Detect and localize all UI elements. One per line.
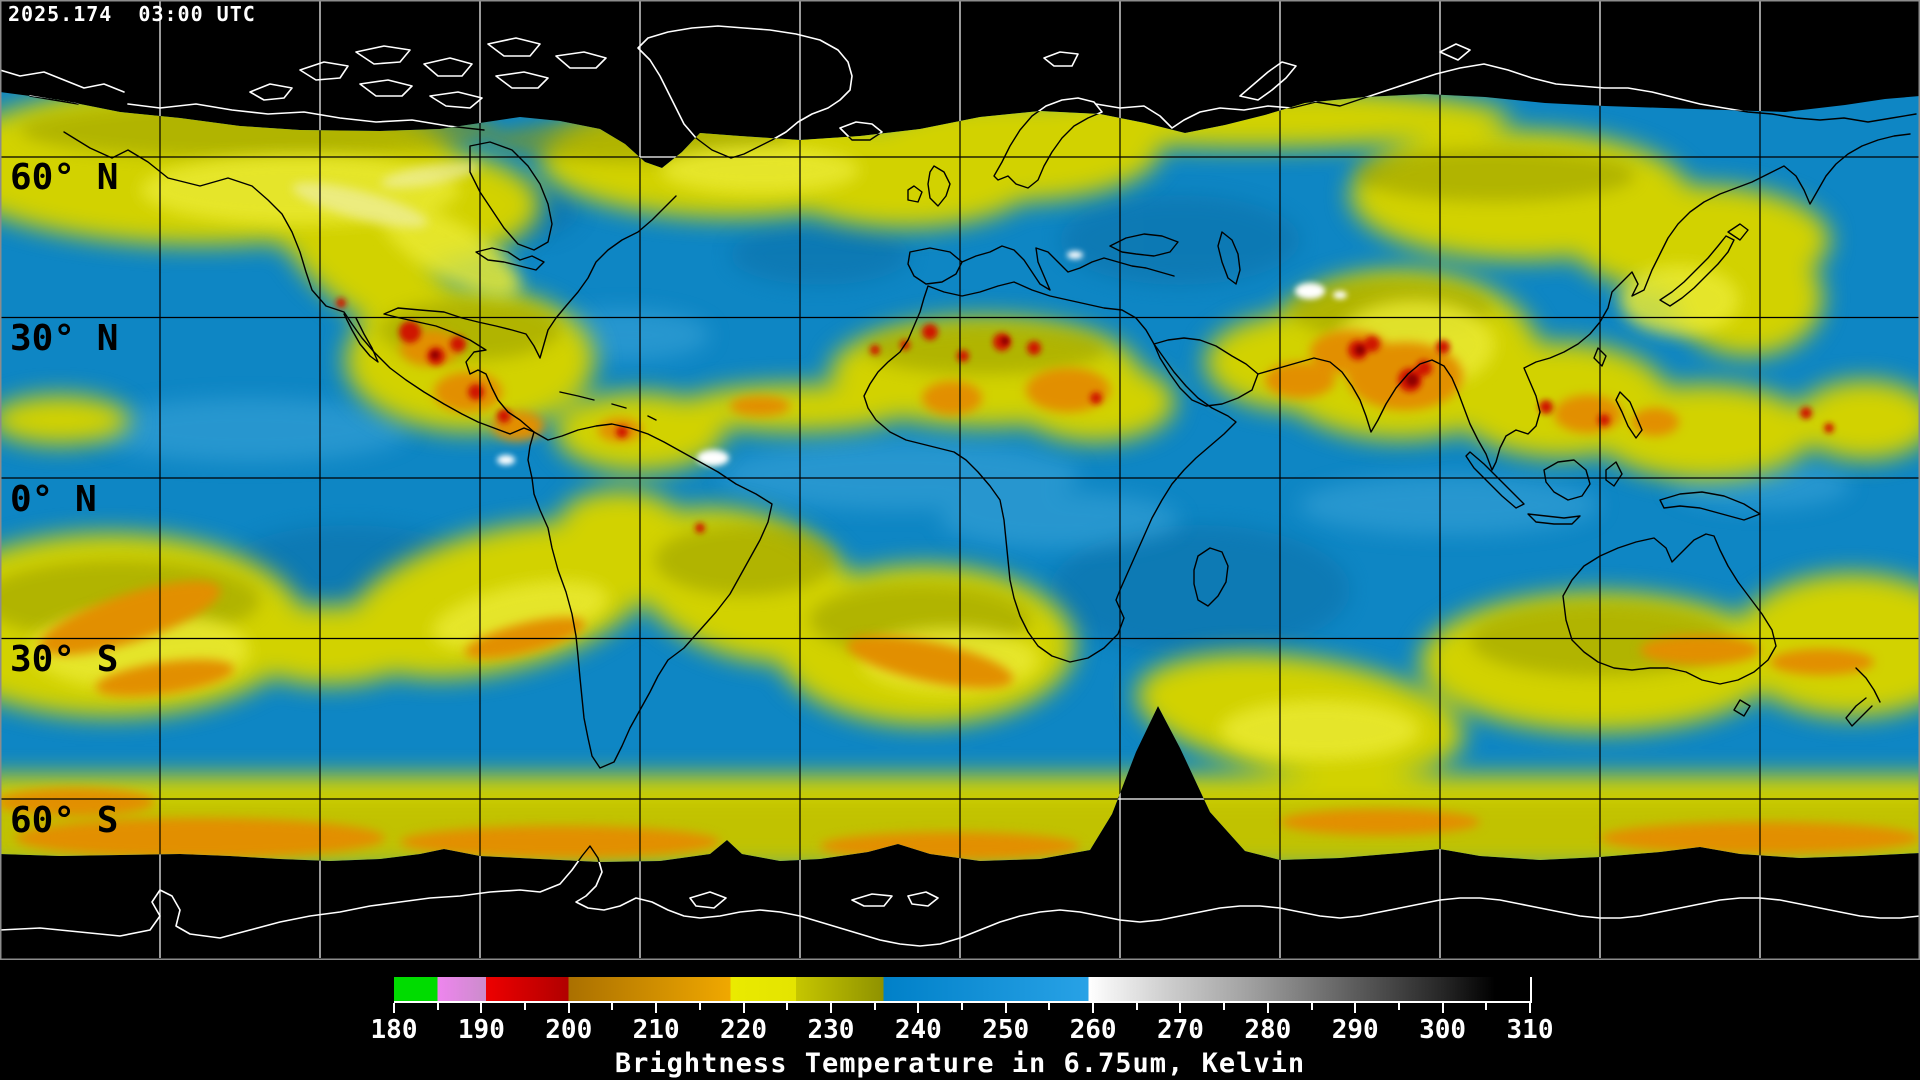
colorbar-tick	[1092, 1003, 1095, 1013]
colorbar-tick	[1310, 1003, 1313, 1010]
colorbar: 180 190 200 210 220 230 240 250 260 270 280 290 300 3…	[371, 977, 1553, 1043]
colorbar-tick	[436, 1003, 439, 1010]
colorbar-tick	[917, 1003, 920, 1013]
colorbar-title: Brightness Temperature in 6.75um, Kelvin	[614, 1048, 1306, 1079]
colorbar-tick	[567, 1003, 570, 1013]
colorbar-tick-label: 310	[1506, 1015, 1554, 1045]
colorbar-tick-label: 180	[370, 1015, 418, 1045]
colorbar-tick-label: 260	[1069, 1015, 1117, 1045]
cloud-field	[0, 0, 1920, 960]
lat-label-60n: 60° N	[10, 157, 119, 198]
colorbar-tick-label: 220	[720, 1015, 768, 1045]
colorbar-tick-label: 290	[1331, 1015, 1379, 1045]
colorbar-tick	[655, 1003, 658, 1013]
colorbar-tick-label: 240	[894, 1015, 942, 1045]
colorbar-tick-label: 250	[982, 1015, 1030, 1045]
colorbar-tick	[393, 1003, 395, 1013]
colorbar-tick	[1441, 1003, 1444, 1013]
colorbar-tick-label: 300	[1419, 1015, 1467, 1045]
brightness-temperature-map	[0, 0, 1920, 960]
colorbar-tick	[1485, 1003, 1488, 1010]
map-frame	[0, 0, 1920, 960]
colorbar-tick	[1004, 1003, 1007, 1013]
colorbar-tick-label: 190	[457, 1015, 505, 1045]
colorbar-tick	[1266, 1003, 1269, 1013]
colorbar-tick	[873, 1003, 876, 1010]
colorbar-tick	[1354, 1003, 1357, 1013]
graticule-dark	[0, 0, 1920, 960]
colorbar-tick-label: 200	[545, 1015, 593, 1045]
colorbar-tick	[480, 1003, 483, 1013]
colorbar-tick	[961, 1003, 963, 1010]
colorbar-tick	[1397, 1003, 1400, 1010]
colorbar-tick-label: 270	[1156, 1015, 1204, 1045]
colorbar-tick	[1179, 1003, 1182, 1013]
colorbar-tick	[1223, 1003, 1226, 1010]
lat-label-60s: 60° S	[10, 800, 119, 841]
lat-label-30s: 30° S	[10, 639, 119, 680]
colorbar-tick	[1529, 1003, 1531, 1013]
colorbar-tick	[611, 1003, 614, 1010]
colorbar-tick	[742, 1003, 745, 1013]
colorbar-tick-label: 210	[632, 1015, 680, 1045]
lat-label-0n: 0° N	[10, 479, 97, 520]
colorbar-tick	[786, 1003, 789, 1010]
colorbar-tick-label: 280	[1244, 1015, 1292, 1045]
timestamp: 2025.174 03:00 UTC	[8, 2, 256, 26]
satellite-map: 2025.174 03:00 UTC 60° N 30° N 0° N 30° …	[0, 0, 1920, 960]
colorbar-tick	[698, 1003, 701, 1010]
colorbar-tick	[1048, 1003, 1051, 1010]
colorbar-tick	[524, 1003, 527, 1010]
colorbar-tick	[829, 1003, 832, 1013]
colorbar-tick-label: 230	[807, 1015, 855, 1045]
lat-label-30n: 30° N	[10, 318, 119, 359]
colorbar-tick	[1135, 1003, 1138, 1010]
